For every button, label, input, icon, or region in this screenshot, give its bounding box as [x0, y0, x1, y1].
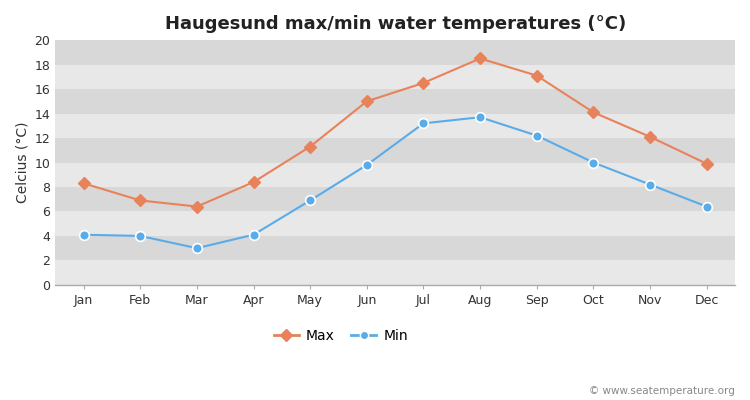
Max: [362, 99, 371, 104]
Legend: Max, Min: Max, Min: [268, 324, 413, 349]
Min: [136, 234, 145, 238]
Bar: [56, 260, 735, 285]
Bar: [56, 236, 735, 260]
Bar: [56, 212, 735, 236]
Min: [476, 115, 484, 120]
Min: [193, 246, 202, 250]
Min: [249, 232, 258, 237]
Min: [419, 121, 428, 126]
Max: [702, 161, 711, 166]
Bar: [56, 187, 735, 212]
Min: [702, 204, 711, 209]
Max: [532, 73, 542, 78]
Bar: [56, 64, 735, 89]
Max: [249, 180, 258, 184]
Min: [646, 182, 655, 187]
Max: [646, 134, 655, 139]
Bar: [56, 162, 735, 187]
Max: [79, 181, 88, 186]
Text: © www.seatemperature.org: © www.seatemperature.org: [590, 386, 735, 396]
Title: Haugesund max/min water temperatures (°C): Haugesund max/min water temperatures (°C…: [164, 15, 626, 33]
Min: [362, 162, 371, 167]
Max: [419, 80, 428, 85]
Max: [306, 144, 315, 149]
Bar: [56, 40, 735, 64]
Bar: [56, 138, 735, 162]
Min: [532, 133, 542, 138]
Line: Max: Max: [80, 54, 711, 211]
Min: [589, 160, 598, 165]
Line: Min: Min: [79, 112, 712, 253]
Max: [589, 110, 598, 115]
Max: [136, 198, 145, 203]
Max: [193, 204, 202, 209]
Y-axis label: Celcius (°C): Celcius (°C): [15, 122, 29, 203]
Max: [476, 56, 484, 61]
Bar: [56, 89, 735, 114]
Bar: [56, 114, 735, 138]
Min: [306, 198, 315, 203]
Min: [79, 232, 88, 237]
